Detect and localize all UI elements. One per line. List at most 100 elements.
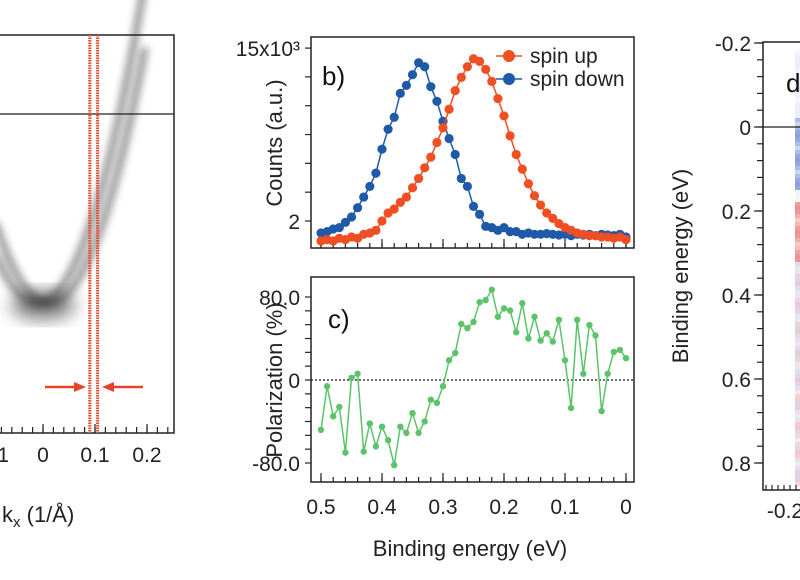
map-pixel — [795, 254, 800, 258]
map-pixel — [795, 154, 800, 158]
data-point — [531, 313, 538, 320]
map-pixel — [795, 186, 800, 190]
panel-d: -0.2 0 0.2 0.4 0.6 0.8 -0.2 d Binding energy (… — [668, 33, 800, 523]
map-pixel — [795, 422, 800, 426]
map-pixel — [795, 430, 800, 434]
data-point — [414, 173, 424, 184]
legend-item-spin-down: spin down — [496, 68, 625, 91]
map-pixel — [795, 82, 800, 86]
panel-b-label: b) — [322, 61, 345, 91]
data-point — [426, 152, 436, 162]
data-point — [462, 181, 472, 192]
band-0 — [0, 0, 146, 307]
map-pixel — [795, 334, 800, 338]
map-pixel — [795, 414, 800, 418]
y-tick-label: -80.0 — [252, 453, 300, 476]
panel-b-frame — [310, 36, 635, 249]
map-pixel — [795, 74, 800, 78]
x-tick-label: 0 — [620, 496, 632, 519]
data-point — [359, 192, 369, 202]
data-point — [389, 204, 399, 214]
data-point — [482, 296, 489, 304]
data-point — [499, 111, 509, 121]
data-point — [439, 383, 447, 390]
panel-c-y-axis-title: Polarization (%) — [262, 302, 287, 457]
panel-b-ticks: 2 15x10³ — [236, 38, 627, 248]
panel-c: 0.5 0.4 0.3 0.2 0.1 0 80.0 0 -80.0 c) Polarizati… — [252, 276, 635, 561]
map-pixel — [795, 466, 800, 470]
data-point — [513, 329, 520, 336]
data-point — [470, 318, 477, 326]
data-point — [621, 235, 631, 245]
panel-c-ticks: 0.5 0.4 0.3 0.2 0.1 0 80.0 0 -80.0 — [252, 287, 632, 519]
map-pixel — [795, 110, 800, 114]
data-point — [487, 76, 497, 86]
y-tick-label: 0.2 — [722, 201, 751, 224]
map-pixel — [795, 62, 800, 66]
data-point — [360, 448, 367, 455]
x-tick-label: 0.2 — [132, 444, 161, 467]
panel-b-y-axis-title: Counts (a.u.) — [262, 79, 287, 206]
spin-down-marker-icon — [503, 73, 515, 85]
data-point — [525, 335, 532, 342]
legend: spin up spin down — [496, 45, 625, 91]
data-point — [610, 348, 617, 356]
y-tick-label: 0.6 — [722, 369, 751, 392]
data-point — [450, 86, 460, 96]
map-pixel — [795, 262, 800, 266]
data-point — [395, 197, 405, 207]
map-pixel — [795, 366, 800, 370]
data-point — [407, 70, 418, 80]
map-pixel — [795, 322, 800, 326]
map-pixel — [795, 378, 800, 382]
map-pixel — [795, 94, 800, 98]
spin-polarization-map — [795, 50, 800, 486]
map-pixel — [795, 382, 800, 386]
map-pixel — [795, 90, 800, 94]
map-pixel — [795, 286, 800, 290]
data-point — [409, 410, 416, 417]
data-point — [403, 429, 410, 437]
map-pixel — [795, 162, 800, 166]
data-point — [401, 80, 411, 90]
y-tick-label: -0.2 — [715, 33, 751, 56]
map-pixel — [795, 170, 800, 174]
map-pixel — [795, 302, 800, 306]
data-point — [537, 337, 544, 344]
data-point — [464, 324, 471, 332]
map-pixel — [795, 438, 800, 442]
data-point — [622, 355, 630, 362]
map-pixel — [795, 274, 800, 278]
data-point — [592, 332, 599, 339]
map-pixel — [795, 50, 800, 54]
map-pixel — [795, 166, 800, 170]
map-pixel — [795, 182, 800, 186]
data-point — [523, 179, 534, 189]
map-pixel — [795, 142, 800, 146]
map-pixel — [795, 266, 800, 270]
x-axis-title: Binding energy (eV) — [373, 536, 567, 561]
map-pixel — [795, 462, 800, 466]
panel-d-frame — [762, 41, 800, 491]
data-point — [432, 96, 442, 106]
data-point — [475, 56, 485, 66]
map-pixel — [795, 222, 800, 226]
map-pixel — [795, 446, 800, 450]
map-pixel — [795, 290, 800, 294]
data-point — [580, 370, 587, 377]
data-point — [476, 298, 483, 306]
data-point — [511, 149, 521, 160]
data-point — [377, 216, 387, 226]
data-point — [456, 173, 466, 184]
data-point — [462, 62, 472, 72]
data-point — [574, 316, 581, 324]
x-tick-label: -0.2 — [767, 500, 800, 523]
data-point — [604, 370, 611, 377]
data-point — [401, 192, 411, 202]
data-point — [493, 94, 503, 104]
data-point — [415, 429, 422, 437]
map-pixel — [795, 78, 800, 82]
map-pixel — [795, 294, 800, 298]
map-pixel — [795, 458, 800, 462]
